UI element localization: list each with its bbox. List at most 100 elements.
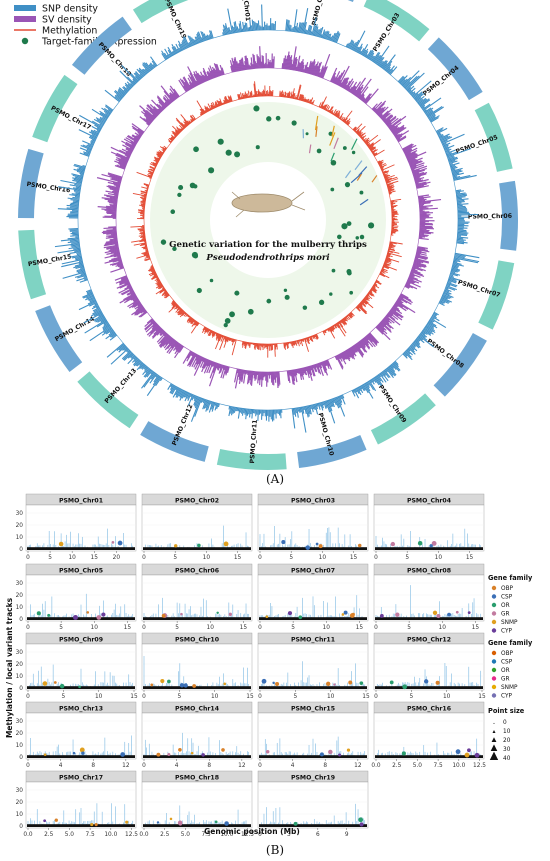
sv-density-bar <box>123 138 136 146</box>
sv-density-bar <box>219 364 224 373</box>
snp-density-bar <box>300 22 304 33</box>
snp-density-bar <box>61 259 83 265</box>
sv-density-bar <box>412 265 420 268</box>
sv-density-bar <box>419 226 434 229</box>
sv-density-bar <box>416 183 427 188</box>
snp-density-bar <box>178 389 184 397</box>
snp-density-bar <box>456 198 469 201</box>
gene-family-legend-1-swatch <box>491 594 497 599</box>
sv-density-bar <box>160 334 169 344</box>
snp-density-bar <box>86 144 93 149</box>
sv-density-bar <box>119 280 129 286</box>
sv-density-bar <box>199 357 206 368</box>
snp-density-bar <box>205 400 209 409</box>
sv-density-bar <box>281 63 284 69</box>
sv-density-bar <box>155 326 161 332</box>
snp-density-bar <box>372 377 377 384</box>
methylation-bar <box>336 112 341 118</box>
x-tick-label: 5.0 <box>181 832 191 838</box>
snp-density-bar <box>126 81 133 88</box>
link-stroke <box>330 152 335 162</box>
methylation-bar <box>349 312 354 318</box>
x-tick-label: 5.0 <box>413 763 423 769</box>
snp-density-bar <box>457 237 464 240</box>
sv-density-bar <box>156 96 167 108</box>
sv-density-bar <box>350 85 356 93</box>
methylation-bar <box>327 328 330 331</box>
methylation-bar <box>130 225 145 228</box>
sv-density-bar <box>104 253 121 259</box>
methylation-bar <box>254 343 257 350</box>
snp-density-bar <box>127 353 134 359</box>
methylation-bar <box>310 97 314 104</box>
sv-density-bar <box>352 89 357 95</box>
sv-density-bar <box>343 351 351 362</box>
sv-density-bar <box>106 234 117 237</box>
snp-density-bar <box>179 390 186 401</box>
snp-density-bar <box>314 403 319 415</box>
sv-density-bar <box>411 269 421 274</box>
sv-density-bar <box>170 339 176 347</box>
snp-density-bar <box>100 318 106 323</box>
sv-density-bar <box>101 208 117 211</box>
sv-density-bar <box>391 126 400 133</box>
x-tick-label: 0 <box>258 555 262 561</box>
snp-density-bar <box>201 31 206 41</box>
snp-density-bar <box>130 73 139 82</box>
snp-density-bar <box>450 272 461 276</box>
methylation-bar <box>247 90 250 98</box>
snp-density-bar <box>103 327 112 334</box>
snp-density-bar <box>405 350 411 355</box>
sv-density-bar <box>350 347 357 357</box>
y-tick-label: 10 <box>16 812 24 818</box>
methylation-bar <box>141 197 146 200</box>
sv-density-bar <box>355 343 365 356</box>
gene-point <box>156 752 161 757</box>
snp-density-bar <box>444 148 450 151</box>
snp-density-bar <box>123 347 128 351</box>
sv-density-bar <box>213 63 220 77</box>
sv-density-bar <box>160 330 166 337</box>
snp-density-bar <box>450 273 459 277</box>
sv-density-bar <box>132 134 140 140</box>
snp-density-bar <box>309 405 312 410</box>
snp-density-bar <box>67 237 79 240</box>
methylation-bar <box>294 95 297 100</box>
gene-point <box>192 684 197 688</box>
snp-density-bar <box>190 393 193 398</box>
sv-density-bar <box>355 86 364 97</box>
snp-density-bar <box>146 370 153 378</box>
methylation-bar <box>372 152 375 155</box>
methylation-bar <box>179 124 184 130</box>
link-stroke <box>315 126 318 137</box>
sv-density-bar <box>414 177 425 181</box>
sv-density-bar <box>146 318 153 324</box>
sv-density-bar <box>378 323 385 331</box>
sv-density-bar <box>390 125 399 132</box>
methylation-bar <box>355 128 360 133</box>
gene-point <box>389 680 394 685</box>
y-tick-label: 0 <box>19 755 23 761</box>
snp-density-bar <box>73 264 84 269</box>
gene-point <box>90 822 94 827</box>
sv-density-bar <box>173 88 180 97</box>
sv-density-bar <box>308 366 313 376</box>
snp-density-bar <box>454 257 479 264</box>
methylation-bar <box>176 126 182 132</box>
snp-density-bar <box>308 25 312 35</box>
sv-density-bar <box>313 61 319 76</box>
gene-point <box>228 612 232 616</box>
sv-density-bar <box>234 56 239 72</box>
snp-density-bar <box>102 325 111 331</box>
sv-density-bar <box>349 347 355 356</box>
sv-density-bar <box>299 59 304 72</box>
methylation-bar <box>244 94 246 99</box>
methylation-bar <box>318 102 322 108</box>
chromosome-segment <box>478 260 515 330</box>
snp-density-bar <box>136 68 144 77</box>
snp-density-bar <box>444 289 450 293</box>
methylation-bar <box>346 121 350 125</box>
sv-density-bar <box>347 348 356 360</box>
snp-density-bar <box>426 106 443 117</box>
methylation-bar <box>186 120 190 125</box>
